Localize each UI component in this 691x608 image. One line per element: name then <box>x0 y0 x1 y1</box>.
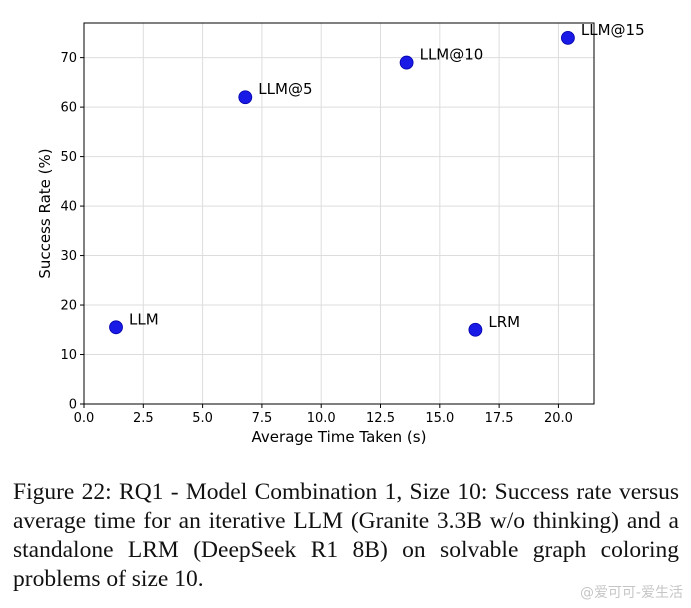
x-tick-label: 5.0 <box>192 411 213 426</box>
data-point <box>468 322 483 337</box>
grid <box>83 23 594 405</box>
x-axis-label: Average Time Taken (s) <box>252 428 427 446</box>
x-tick-label: 15.0 <box>425 411 454 426</box>
x-tick-label: 2.5 <box>133 411 154 426</box>
data-point <box>109 320 123 335</box>
x-tick-label: 10.0 <box>307 411 336 426</box>
point-label: LLM@10 <box>420 46 484 64</box>
y-tick-label: 40 <box>60 200 77 215</box>
scatter-chart: 0.0 2.5 5.0 7.5 10.0 12.5 15.0 17.5 20.0 0 10 20 30… <box>36 21 645 446</box>
point-label: LLM@5 <box>258 80 312 98</box>
x-tick-label: 7.5 <box>252 411 273 426</box>
data-point <box>399 55 414 70</box>
x-tick-label: 17.5 <box>485 411 514 426</box>
y-tick-label: 70 <box>60 51 77 66</box>
y-tick-label: 0 <box>69 398 77 413</box>
figure-caption: Figure 22: RQ1 - Model Combination 1, Si… <box>13 479 679 592</box>
y-tick-label: 60 <box>60 101 77 116</box>
y-axis-ticks: 0 10 20 30 40 50 60 70 <box>60 51 84 413</box>
y-tick-label: 30 <box>60 249 77 264</box>
x-axis-ticks: 0.0 2.5 5.0 7.5 10.0 12.5 15.0 17.5 20.0 <box>74 404 573 426</box>
data-point <box>238 90 253 105</box>
x-tick-label: 12.5 <box>366 411 395 426</box>
data-point <box>561 30 575 45</box>
x-tick-label: 0.0 <box>74 411 95 426</box>
point-label: LLM <box>129 310 159 328</box>
point-label: LRM <box>488 313 520 331</box>
plot-frame <box>83 22 595 405</box>
point-label: LLM@15 <box>581 21 645 39</box>
x-tick-label: 20.0 <box>544 411 573 426</box>
data-points: LLM LLM@5 LLM@10 LLM@15 LRM <box>109 21 645 337</box>
watermark: @爱可可-爱生活 <box>579 585 683 601</box>
y-tick-label: 20 <box>60 299 77 314</box>
y-tick-label: 50 <box>60 150 77 165</box>
y-axis-label: Success Rate (%) <box>36 148 54 278</box>
y-tick-label: 10 <box>60 348 77 363</box>
